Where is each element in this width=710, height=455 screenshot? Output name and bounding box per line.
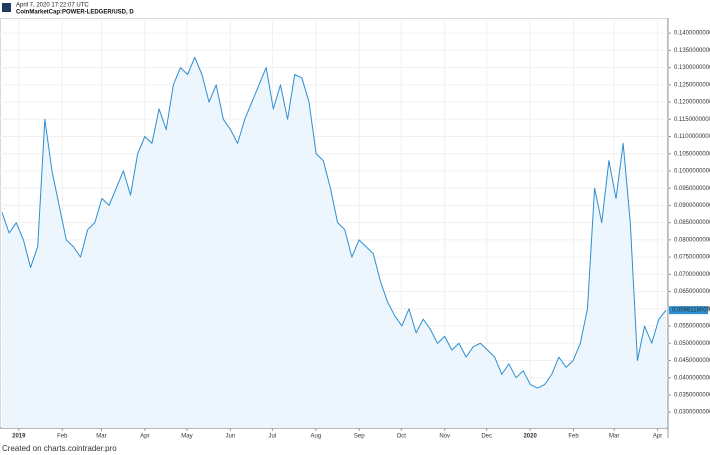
header-date: April 7, 2020 17:22:07 UTC: [16, 3, 89, 9]
y-tick-label: 0.0350000000: [674, 393, 710, 399]
y-tick-label: 0.1250000000: [674, 82, 710, 88]
y-tick-label: 0.0750000000: [674, 255, 710, 261]
last-price-label: 0.0596118000: [672, 308, 710, 314]
y-tick-label: 0.0500000000: [674, 341, 710, 347]
y-tick-label: 0.0400000000: [674, 375, 710, 381]
y-tick-label: 0.0850000000: [674, 220, 710, 226]
x-tick-label: Sep: [354, 434, 365, 440]
x-tick-label: Apr: [140, 434, 149, 440]
price-line: [1, 56, 667, 389]
logo: [2, 3, 11, 12]
x-tick-label: Oct: [397, 434, 407, 440]
y-tick-label: 0.1050000000: [674, 151, 710, 157]
y-tick-label: 0.1000000000: [674, 169, 710, 175]
x-tick-label: Jun: [225, 434, 235, 440]
y-tick-label: 0.0550000000: [674, 324, 710, 330]
x-tick-label: Aug: [310, 434, 321, 440]
x-tick-label: Mar: [96, 434, 106, 440]
x-tick-label: Dec: [481, 434, 492, 440]
x-tick-label: Feb: [568, 434, 579, 440]
y-tick-label: 0.0450000000: [674, 358, 710, 364]
x-tick-label: Apr: [653, 434, 662, 440]
y-tick-label: 0.1100000000: [674, 134, 710, 140]
y-tick-label: 0.0700000000: [674, 272, 710, 278]
x-tick-label: Jul: [269, 434, 277, 440]
y-tick-label: 0.0800000000: [674, 237, 710, 243]
x-tick-label: Mar: [609, 434, 619, 440]
y-tick-label: 0.1300000000: [674, 65, 710, 71]
x-tick-label: Nov: [439, 434, 450, 440]
x-tick-label: Feb: [57, 434, 68, 440]
y-tick-label: 0.0650000000: [674, 289, 710, 295]
y-tick-label: 0.0900000000: [674, 203, 710, 209]
x-tick-label: 2019: [12, 434, 26, 440]
footer: Created on charts.cointrader.pro: [2, 444, 117, 453]
y-tick-label: 0.1400000000: [674, 31, 710, 37]
y-tick-label: 0.1150000000: [674, 117, 710, 123]
y-tick-label: 0.1200000000: [674, 100, 710, 106]
y-tick-label: 0.1350000000: [674, 48, 710, 54]
y-tick-label: 0.0300000000: [674, 410, 710, 416]
chart-title: CoinMarketCap:POWER-LEDGER/USD, D: [16, 10, 134, 16]
last-price-box: [669, 306, 708, 315]
area: [2, 57, 666, 428]
x-tick-label: 2020: [523, 434, 537, 440]
y-tick-label: 0.0950000000: [674, 186, 710, 192]
x-tick-label: May: [181, 434, 192, 440]
